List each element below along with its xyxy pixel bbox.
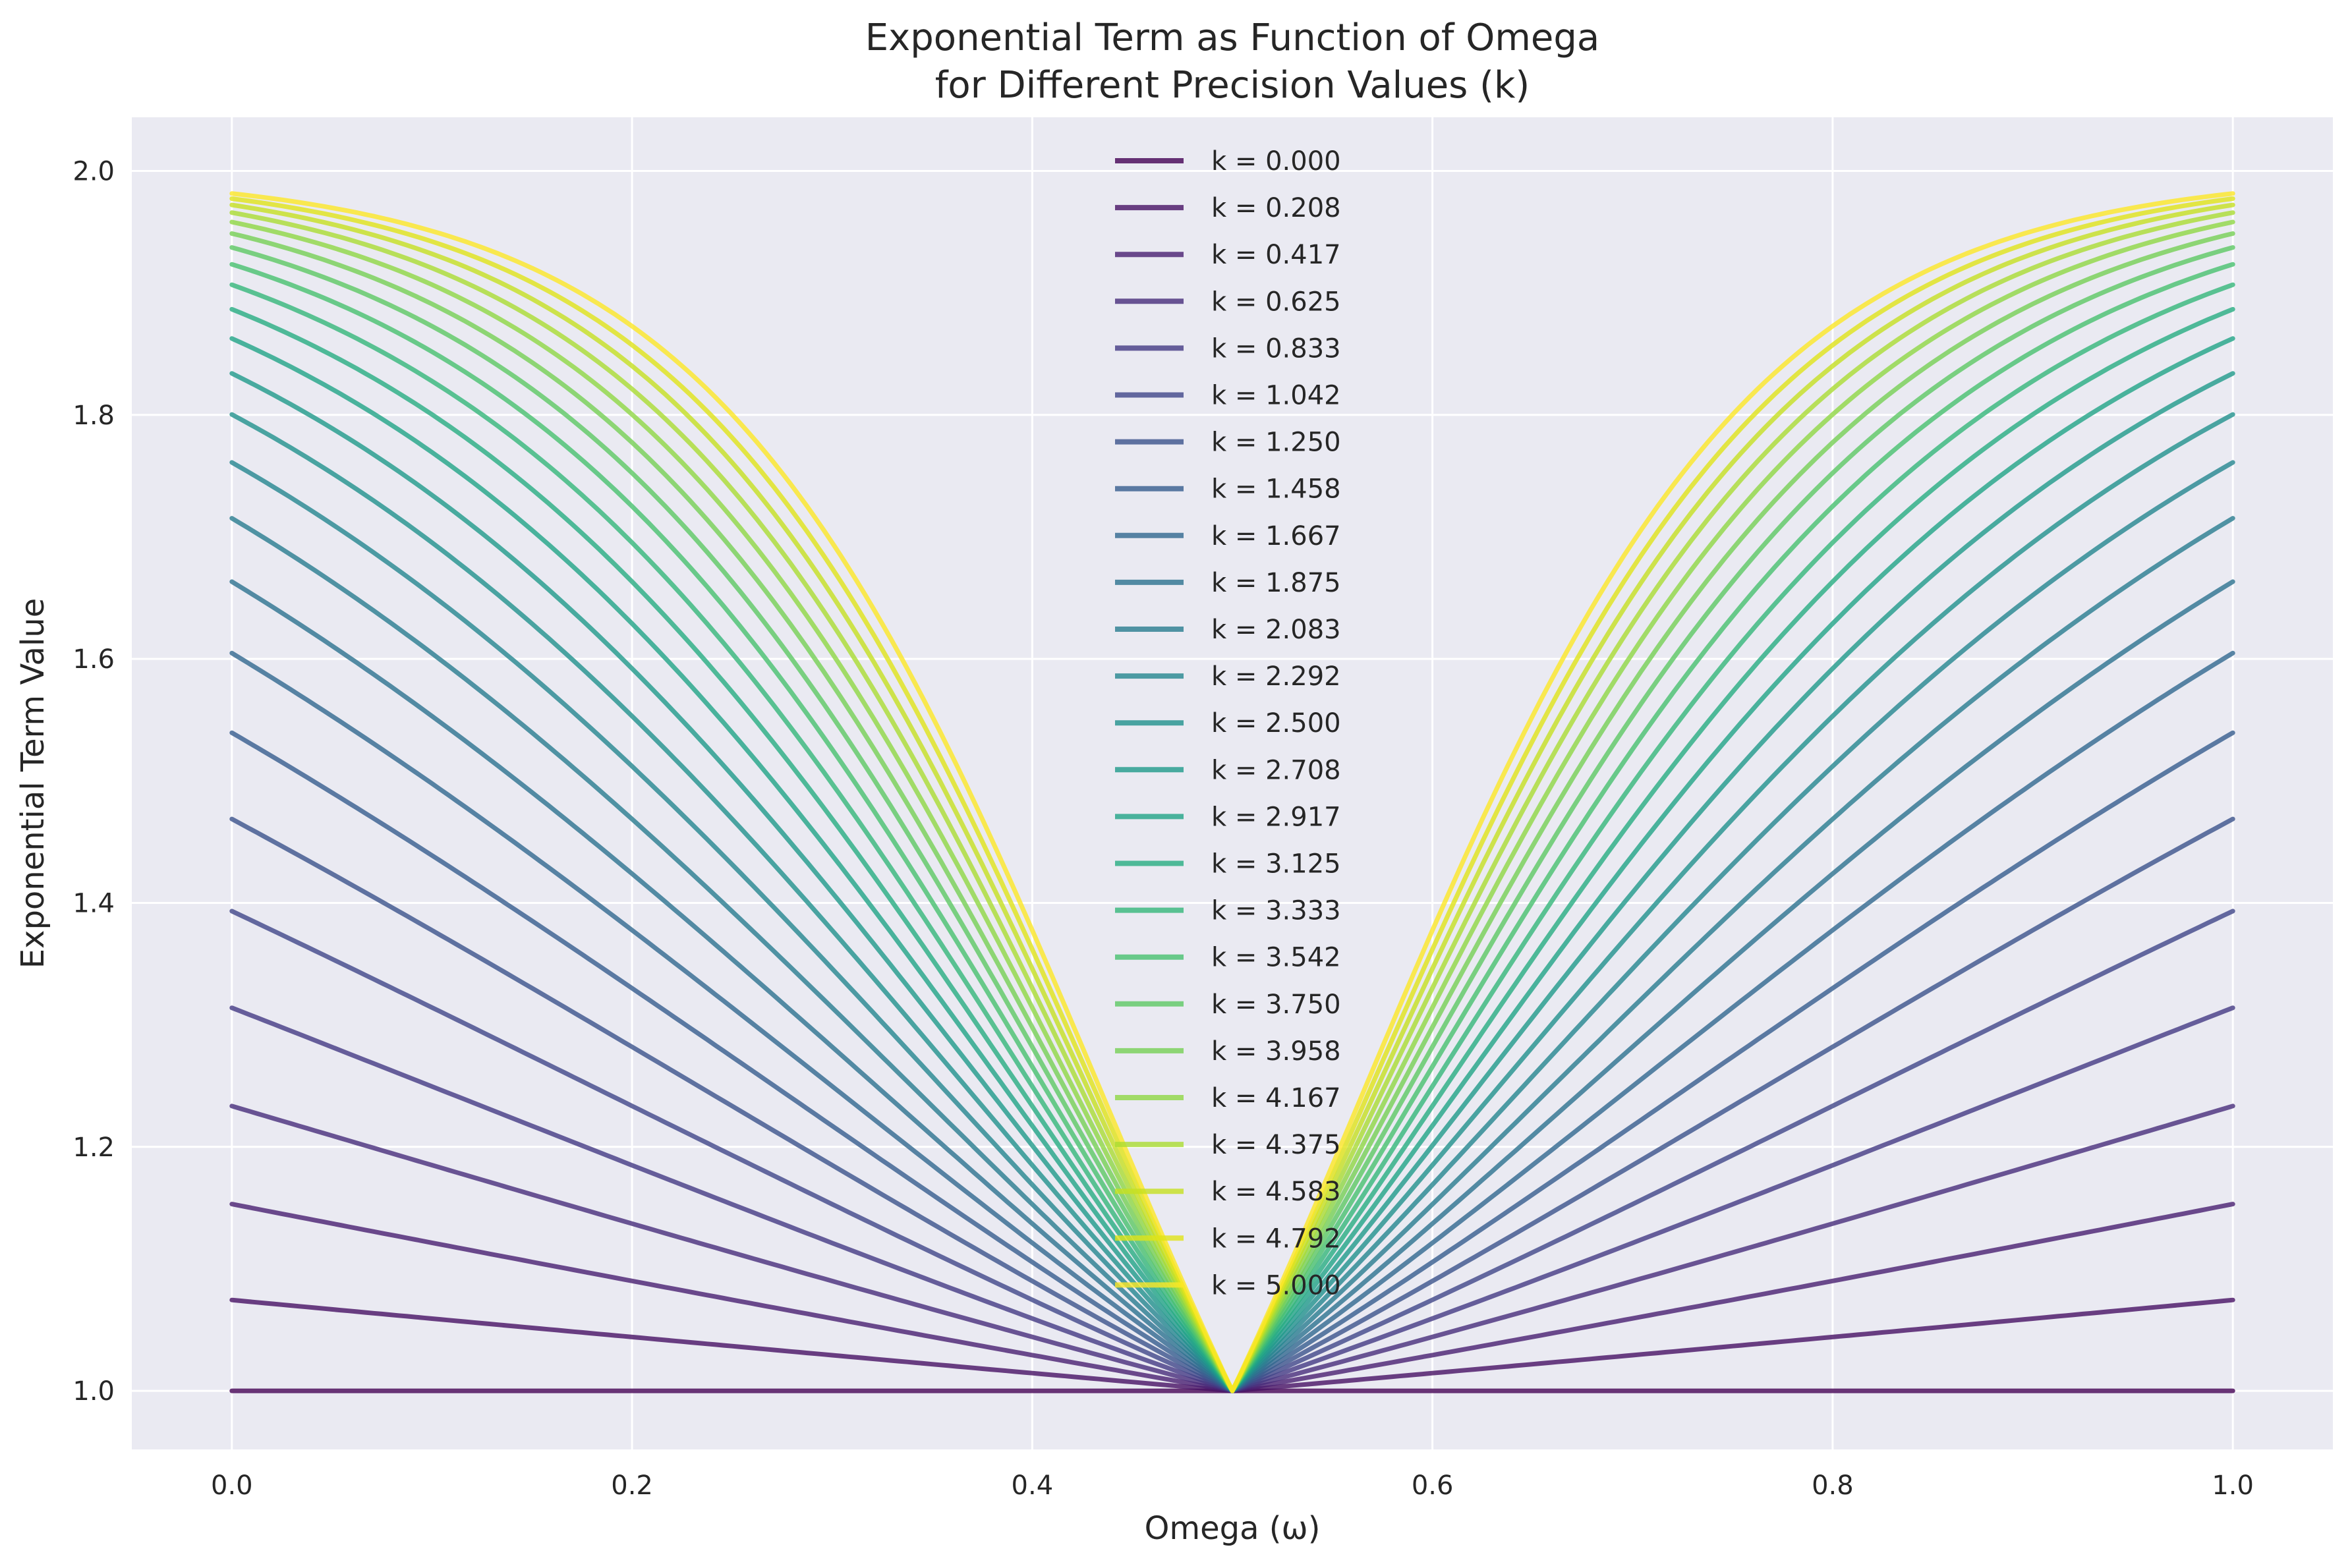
chart-title-line-0: Exponential Term as Function of Omega bbox=[865, 16, 1600, 59]
y-tick-label-4: 1.8 bbox=[72, 401, 115, 431]
legend-label-4: k = 0.833 bbox=[1211, 333, 1341, 364]
series-line-24 bbox=[229, 191, 2235, 1393]
legend-label-23: k = 4.792 bbox=[1211, 1223, 1341, 1254]
x-tick-label-5: 1.0 bbox=[2212, 1470, 2254, 1501]
chart-title-line-1: for Different Precision Values (k) bbox=[935, 64, 1530, 107]
legend-label-18: k = 3.750 bbox=[1211, 990, 1341, 1020]
legend-label-5: k = 1.042 bbox=[1211, 381, 1341, 411]
legend-label-3: k = 0.625 bbox=[1211, 287, 1341, 317]
legend-label-11: k = 2.292 bbox=[1211, 661, 1341, 692]
x-tick-label-2: 0.4 bbox=[1012, 1470, 1054, 1501]
y-tick-label-2: 1.4 bbox=[72, 888, 115, 918]
legend-label-17: k = 3.542 bbox=[1211, 943, 1341, 973]
legend-label-1: k = 0.208 bbox=[1211, 193, 1341, 223]
legend-label-16: k = 3.333 bbox=[1211, 896, 1341, 926]
legend-label-7: k = 1.458 bbox=[1211, 474, 1341, 505]
legend-label-10: k = 2.083 bbox=[1211, 615, 1341, 645]
legend-label-14: k = 2.917 bbox=[1211, 802, 1341, 832]
x-tick-label-0: 0.0 bbox=[211, 1470, 253, 1501]
legend-label-22: k = 4.583 bbox=[1211, 1177, 1341, 1207]
y-axis-label: Exponential Term Value bbox=[14, 598, 51, 969]
legend-label-8: k = 1.667 bbox=[1211, 521, 1341, 551]
x-tick-label-3: 0.6 bbox=[1412, 1470, 1454, 1501]
y-tick-label-3: 1.6 bbox=[72, 644, 115, 675]
y-tick-label-0: 1.0 bbox=[72, 1376, 115, 1407]
legend-label-24: k = 5.000 bbox=[1211, 1270, 1341, 1301]
legend-label-9: k = 1.875 bbox=[1211, 568, 1341, 598]
y-tick-label-5: 2.0 bbox=[72, 156, 115, 186]
axis-ticks: 0.0 0.2 0.4 0.6 0.8 1.0 1.0 1.2 1.4 1.6 1.8 2.0 bbox=[72, 156, 2254, 1501]
x-axis-label: Omega (ω) bbox=[1145, 1510, 1321, 1547]
legend-label-21: k = 4.375 bbox=[1211, 1130, 1341, 1160]
chart-title: Exponential Term as Function of Omega for… bbox=[865, 16, 1600, 107]
legend-label-2: k = 0.417 bbox=[1211, 240, 1341, 270]
legend: k = 0.000 k = 0.208 k = 0.417 k = 0.625 k = … bbox=[1115, 146, 1341, 1301]
y-tick-label-1: 1.2 bbox=[72, 1133, 115, 1163]
x-tick-label-4: 0.8 bbox=[1812, 1470, 1854, 1501]
x-tick-label-1: 0.2 bbox=[611, 1470, 653, 1501]
series-lines bbox=[229, 191, 2235, 1393]
legend-label-0: k = 0.000 bbox=[1211, 146, 1341, 177]
legend-label-20: k = 4.167 bbox=[1211, 1083, 1341, 1113]
legend-label-15: k = 3.125 bbox=[1211, 849, 1341, 880]
legend-label-13: k = 2.708 bbox=[1211, 755, 1341, 785]
legend-label-12: k = 2.500 bbox=[1211, 708, 1341, 739]
legend-label-6: k = 1.250 bbox=[1211, 428, 1341, 458]
legend-label-19: k = 3.958 bbox=[1211, 1036, 1341, 1067]
